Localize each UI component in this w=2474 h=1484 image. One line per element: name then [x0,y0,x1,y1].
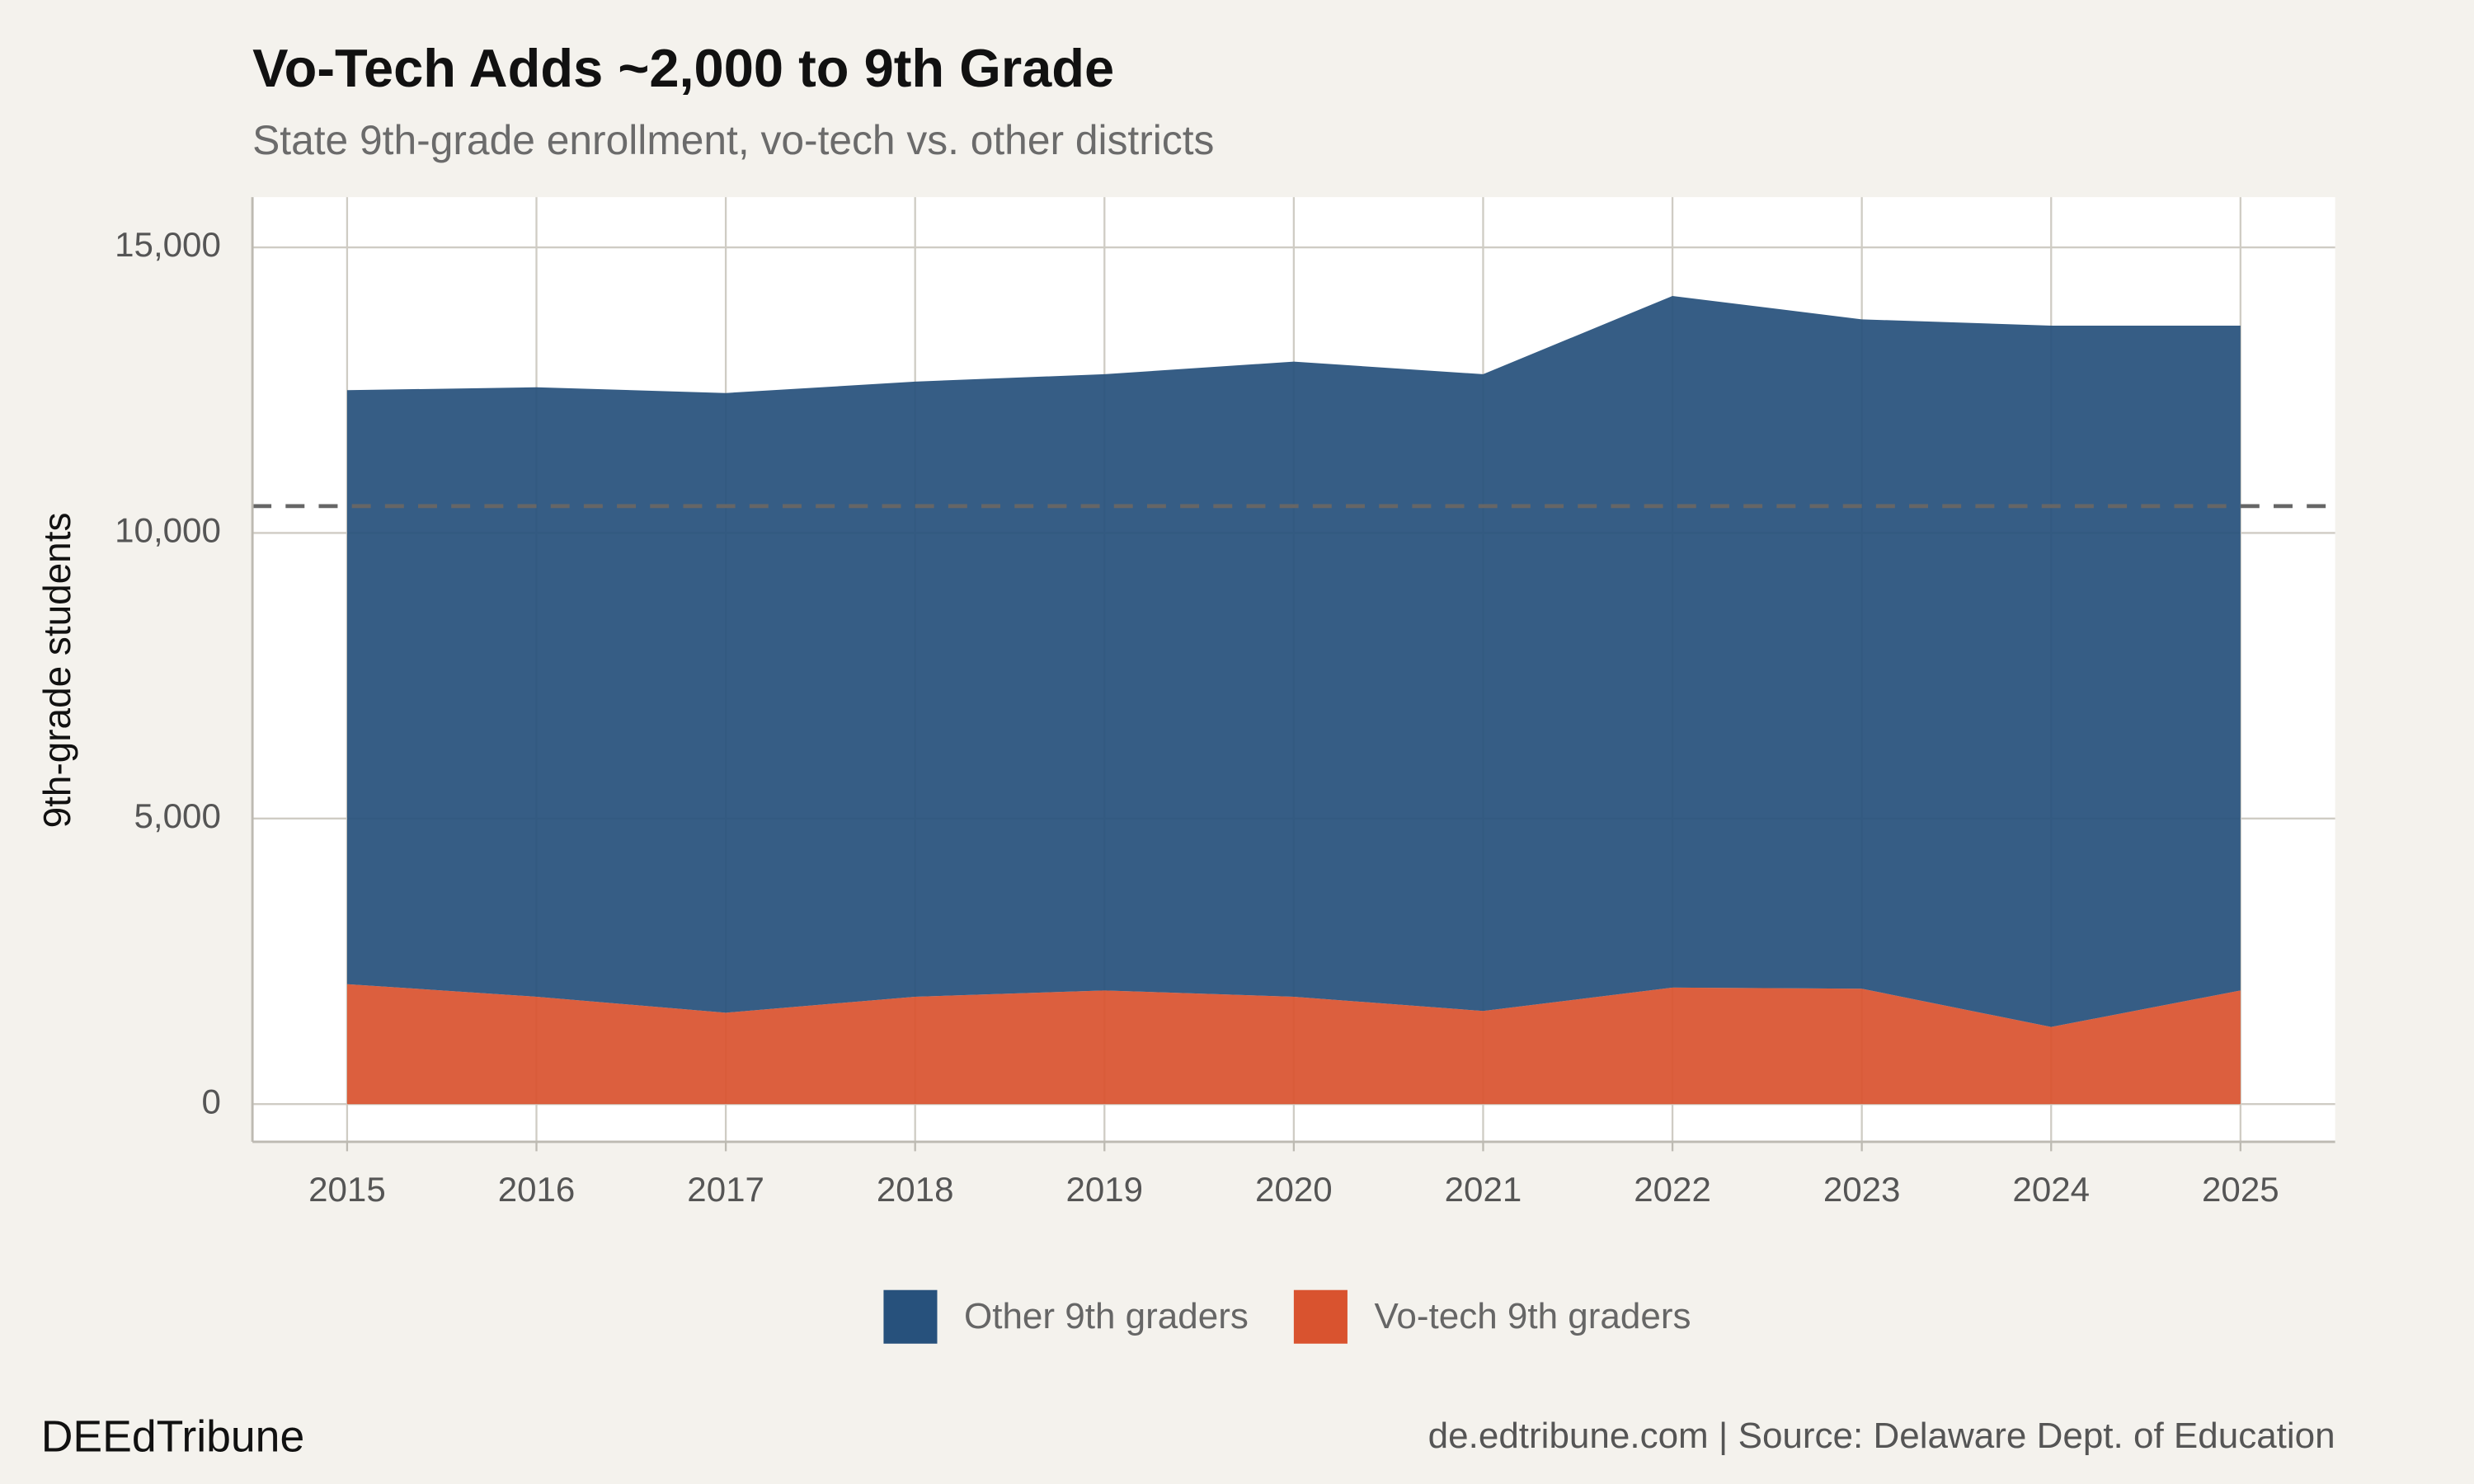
area [346,295,2241,1027]
caption-left: DEEdTribune [41,1413,304,1462]
x-tick-label: 2025 [2202,1170,2279,1209]
legend-label: Vo-tech 9th graders [1374,1296,1691,1336]
y-axis-label: 9th-grade students [35,513,78,829]
legend: Other 9th graders Vo-tech 9th graders [883,1289,1691,1344]
legend-swatch [1293,1289,1348,1344]
y-tick-label: 10,000 [115,511,221,550]
axes: 0 5,000 10,000 15,000 2015 2016 2017 2018 2019 20… [115,197,2335,1209]
y-tick-label: 5,000 [134,796,221,835]
x-tick-label: 2022 [1634,1170,1711,1209]
legend-label: Other 9th graders [964,1296,1249,1336]
x-tick-label: 2024 [2012,1170,2090,1209]
x-tick-label: 2023 [1823,1170,1901,1209]
x-tick-label: 2020 [1255,1170,1333,1209]
y-tick-label: 0 [201,1082,220,1120]
chart-subtitle: State 9th-grade enrollment, vo-tech vs. … [252,117,1214,163]
x-tick-label: 2019 [1065,1170,1143,1209]
legend-swatch [883,1289,938,1344]
x-tick-label: 2018 [877,1170,954,1209]
x-tick-label: 2016 [498,1170,576,1209]
x-tick-label: 2015 [308,1170,386,1209]
areas [346,295,2241,1105]
x-tick-label: 2017 [687,1170,764,1209]
x-tick-label: 2021 [1445,1170,1522,1209]
y-tick-label: 15,000 [115,225,221,264]
caption-right: de.edtribune.com | Source: Delaware Dept… [1428,1416,2335,1456]
chart-title: Vo-Tech Adds ~2,000 to 9th Grade [252,38,1114,98]
area [346,984,2241,1105]
